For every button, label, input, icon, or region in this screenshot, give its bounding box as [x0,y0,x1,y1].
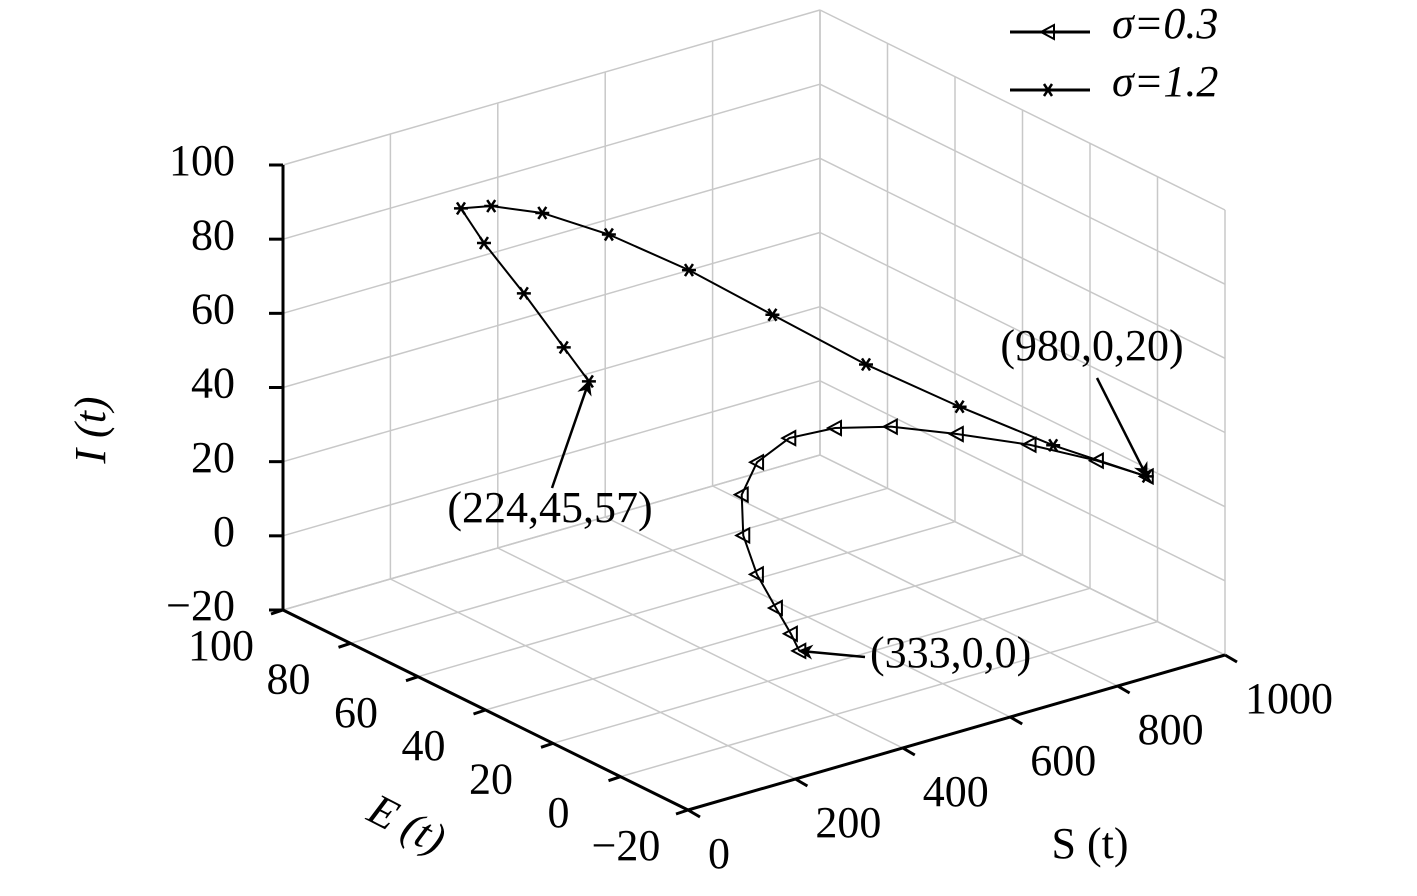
y-tick [675,808,689,816]
grid-line [819,454,1226,656]
marker [476,236,491,250]
grid-line [819,305,1226,508]
grid-line [282,380,821,537]
grid-line [819,380,1226,582]
x-tick-label: 0 [708,829,730,878]
series-line [740,425,1148,652]
y-tick-label: 0 [548,788,570,837]
grid-line [282,305,821,463]
x-tick-label: 200 [815,798,881,847]
x-tick-label: 800 [1138,705,1204,754]
legend-label: σ=1.2 [1112,57,1218,106]
grid-line [485,554,1023,711]
marker [1020,436,1037,454]
marker [780,429,797,447]
x-tick [794,777,809,788]
y-tick [338,641,351,649]
grid-line [282,157,821,315]
marker [1038,23,1055,41]
y-tick-label: 100 [188,621,254,670]
y-tick-label: 20 [469,754,513,803]
y-tick [405,675,419,683]
y-tick-label: 60 [334,688,378,737]
marker [516,286,531,301]
z-tick-label: 100 [169,136,235,185]
marker [747,565,764,584]
grid-line [417,520,956,678]
z-tick-label: 80 [191,210,235,259]
z-tick-label: 40 [191,359,235,408]
grid-line [819,83,1226,285]
marker [881,418,898,436]
marker [734,526,751,545]
x-tick-label: 400 [923,767,989,816]
annotation: (333,0,0) [870,628,1031,677]
marker [859,357,874,372]
annotation-arrow [797,644,866,660]
marker [484,199,499,213]
x-tick-label: 1000 [1245,674,1333,723]
marker [601,227,616,242]
marker [732,486,749,504]
grid-line [282,231,821,389]
grid-line [282,83,821,240]
marker [952,400,967,414]
annotation: (980,0,20) [1000,321,1183,370]
y-tick [473,708,486,716]
grid-line [552,587,1091,745]
x-tick [1224,653,1238,664]
z-tick-label: 20 [191,433,235,482]
annotation-arrow [550,379,592,489]
grid-line [282,454,821,611]
x-tick [902,746,916,757]
z-tick-label: 60 [191,284,235,333]
marker [825,419,843,437]
marker [1087,452,1104,470]
marker [1041,83,1055,97]
z-tick-label: −20 [166,581,235,630]
y-tick-label: 80 [267,654,311,703]
x-axis [687,653,1226,812]
z-axis-label: I (t) [66,396,115,464]
grid-line [620,620,1158,778]
x-tick-label: 600 [1030,736,1096,785]
x-tick [687,808,701,819]
grid-line [819,231,1226,434]
x-axis-label: S (t) [1052,819,1129,868]
grid-line [350,487,888,645]
y-axis-label: E (t) [360,784,454,864]
y-tick [608,775,621,783]
marker [535,206,550,220]
marker [453,201,468,216]
y-tick-label: 40 [402,721,446,770]
marker [947,425,964,443]
legend-label: σ=0.3 [1112,0,1218,48]
marker [681,263,696,277]
z-tick-label: 0 [213,507,235,556]
x-tick [1116,684,1131,695]
marker [747,453,765,471]
grid-line [819,157,1226,360]
y-tick [270,608,284,616]
series-line [459,205,1148,478]
grid-line [282,9,821,166]
y-tick [540,741,554,749]
annotation: (224,45,57) [447,483,652,532]
grid-line [819,9,1226,211]
marker [765,308,780,322]
marker [1046,438,1061,452]
annotation-arrow [1095,377,1148,478]
marker [781,625,798,643]
y-tick-label: −20 [592,821,661,870]
marker [556,340,571,355]
marker [766,599,783,617]
x-tick [1009,715,1023,726]
